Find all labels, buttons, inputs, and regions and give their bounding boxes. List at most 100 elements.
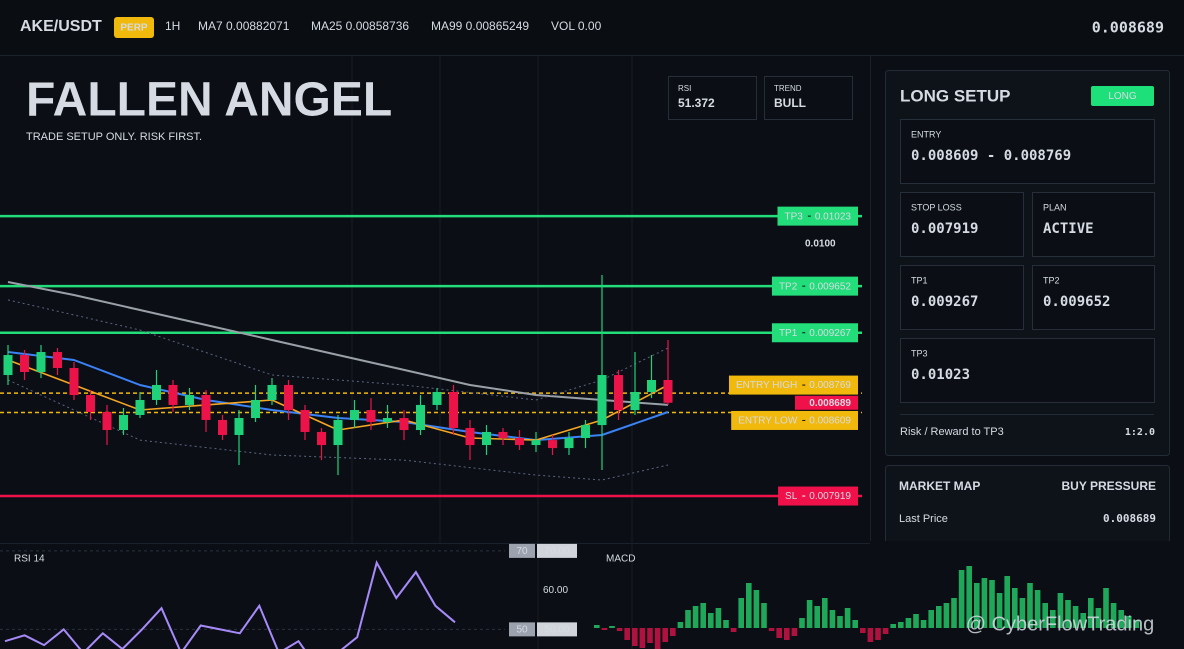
macd-bar — [898, 622, 904, 628]
macd-bar — [1057, 593, 1064, 628]
macd-bar — [1095, 608, 1102, 628]
macd-bar — [594, 625, 600, 628]
macd-bar — [913, 614, 919, 628]
candle-body — [135, 399, 145, 416]
macd-bar — [761, 603, 767, 628]
candle-body — [333, 419, 343, 446]
field-label: STOP LOSS — [911, 202, 962, 212]
interval[interactable]: 1H — [165, 19, 180, 33]
macd-bar — [685, 610, 691, 628]
level-name: TP1 — [779, 328, 798, 339]
level-value: 0.009652 — [809, 281, 851, 292]
candle-body — [647, 379, 656, 392]
pane-title: RSI 14 — [14, 554, 45, 565]
candle-body — [86, 395, 95, 412]
candle-body — [201, 395, 211, 420]
field-label: TP1 — [911, 275, 928, 285]
macd-bar — [1019, 598, 1026, 628]
candle-body — [399, 418, 409, 431]
setup-title: LONG SETUP — [900, 86, 1011, 105]
rr-value: 1:2.0 — [1125, 427, 1155, 438]
level-tag — [771, 276, 858, 296]
macd-bar — [1133, 620, 1140, 628]
candle-body — [482, 431, 491, 446]
candle-body — [69, 368, 79, 396]
candle-body — [36, 352, 46, 373]
macd-bar — [776, 628, 782, 638]
macd-bar — [936, 606, 942, 628]
field-box — [900, 338, 1155, 403]
field-box — [900, 119, 1155, 184]
level-name: ENTRY LOW — [738, 416, 798, 427]
indicator-line — [7, 281, 669, 406]
candle-body — [20, 355, 29, 373]
level-value: 0.008609 — [809, 416, 851, 427]
stat-value: BULL — [774, 96, 806, 110]
field-value: 0.008609 - 0.008769 — [911, 148, 1071, 164]
field-box — [1032, 192, 1155, 257]
pane-title: MACD — [606, 554, 635, 565]
macd-bar — [1042, 603, 1048, 628]
level-name: TP2 — [779, 281, 798, 292]
candle-body — [416, 404, 425, 431]
field-box — [900, 192, 1024, 257]
rsi-tag-bg — [509, 622, 535, 637]
macd-bar — [1012, 588, 1018, 628]
field-box — [1032, 265, 1155, 330]
last-value: 0.008689 — [1103, 512, 1156, 525]
setup-badge: LONG — [1108, 91, 1137, 102]
candle-body — [102, 411, 112, 431]
macd-bar — [905, 618, 912, 628]
macd-bar — [1072, 606, 1079, 628]
macd-bar — [609, 626, 615, 628]
field-label: TP2 — [1043, 275, 1060, 285]
level-tag — [777, 206, 858, 226]
macd-bar — [989, 580, 995, 628]
macd-bar — [867, 628, 874, 642]
macd-bar — [814, 606, 820, 628]
macd-bar — [844, 608, 851, 628]
macd-bar — [890, 624, 896, 628]
watermark-subtitle: TRADE SETUP ONLY. RISK FIRST. — [26, 131, 202, 143]
rsi-tag-bg — [537, 543, 577, 558]
candle-body — [119, 415, 128, 431]
macd-bar — [768, 628, 775, 631]
field-label: TP3 — [911, 348, 928, 358]
watermark: @ CyberFlowTrading — [966, 613, 1155, 635]
symbol: AKE/USDT — [20, 18, 102, 35]
macd-bar — [654, 628, 661, 649]
candle-body — [300, 410, 310, 432]
macd-bar — [746, 583, 752, 628]
indicator: MA25 0.00858736 — [311, 19, 409, 33]
field-label: ENTRY — [911, 129, 941, 139]
candle-body — [449, 391, 458, 428]
stat-label: RSI — [678, 84, 691, 93]
macd-bar — [784, 628, 790, 640]
field-value: 0.01023 — [911, 367, 970, 383]
macd-bar — [837, 616, 843, 628]
macd-bar — [1027, 583, 1033, 628]
indicator-line — [7, 299, 669, 401]
candle-body — [284, 384, 293, 411]
macd-bar — [981, 578, 988, 628]
level-value: 0.01023 — [815, 211, 852, 222]
field-label: PLAN — [1043, 202, 1067, 212]
candle-body — [630, 391, 640, 411]
level-tag — [731, 410, 858, 430]
level-tag — [778, 486, 858, 506]
candle-body — [350, 410, 359, 420]
indicator: MA7 0.00882071 — [198, 19, 290, 33]
candle-body — [564, 438, 574, 449]
rsi-tag-name: 50 — [516, 625, 528, 636]
indicator: VOL 0.00 — [551, 19, 602, 33]
macd-bar — [829, 610, 836, 628]
candle-body — [614, 375, 623, 411]
macd-bar — [958, 570, 965, 628]
candle-body — [317, 431, 326, 446]
rsi-tag-bg — [537, 622, 577, 637]
level-name: TP3 — [785, 211, 804, 222]
macd-bar — [1110, 603, 1117, 628]
candle-body — [465, 427, 475, 446]
macd-bar — [753, 590, 760, 628]
